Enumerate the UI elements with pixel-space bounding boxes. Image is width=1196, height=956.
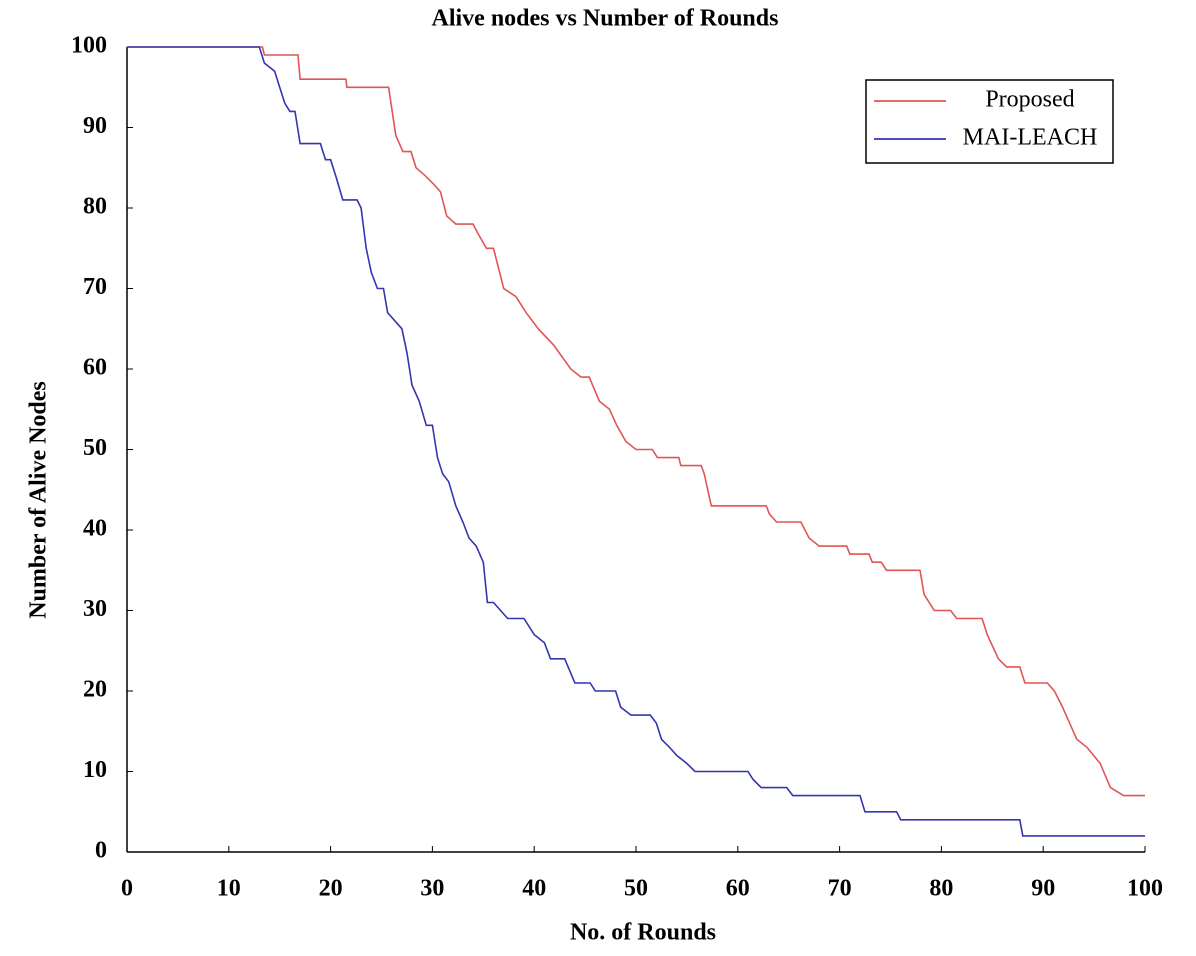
legend-label: Proposed — [985, 87, 1074, 113]
x-tick-label: 100 — [1127, 876, 1163, 902]
x-tick-label: 70 — [828, 876, 852, 902]
x-tick-label: 30 — [420, 876, 444, 902]
series-line — [127, 46, 1145, 797]
y-axis-label: Number of Alive Nodes — [26, 381, 52, 619]
chart-title: Alive nodes vs Number of Rounds — [432, 6, 779, 32]
series-line — [127, 46, 1145, 837]
y-tick-label: 40 — [83, 516, 107, 542]
y-tick-label: 30 — [83, 596, 107, 622]
legend-box — [865, 79, 1114, 164]
y-tick-label: 100 — [71, 33, 107, 59]
x-tick-label: 20 — [319, 876, 343, 902]
x-tick-label: 0 — [121, 876, 133, 902]
y-tick-label: 10 — [83, 757, 107, 783]
y-tick-label: 70 — [83, 274, 107, 300]
x-axis-label: No. of Rounds — [570, 920, 716, 946]
y-tick-label: 20 — [83, 677, 107, 703]
x-tick-label: 90 — [1031, 876, 1055, 902]
x-tick-label: 10 — [217, 876, 241, 902]
x-tick-label: 60 — [726, 876, 750, 902]
y-tick-label: 80 — [83, 194, 107, 220]
y-tick-label: 60 — [83, 355, 107, 381]
y-tick-label: 0 — [95, 838, 107, 864]
legend-label: MAI-LEACH — [963, 125, 1098, 151]
x-tick-label: 80 — [929, 876, 953, 902]
x-tick-label: 50 — [624, 876, 648, 902]
y-tick-label: 50 — [83, 435, 107, 461]
x-tick-label: 40 — [522, 876, 546, 902]
y-tick-label: 90 — [83, 113, 107, 139]
